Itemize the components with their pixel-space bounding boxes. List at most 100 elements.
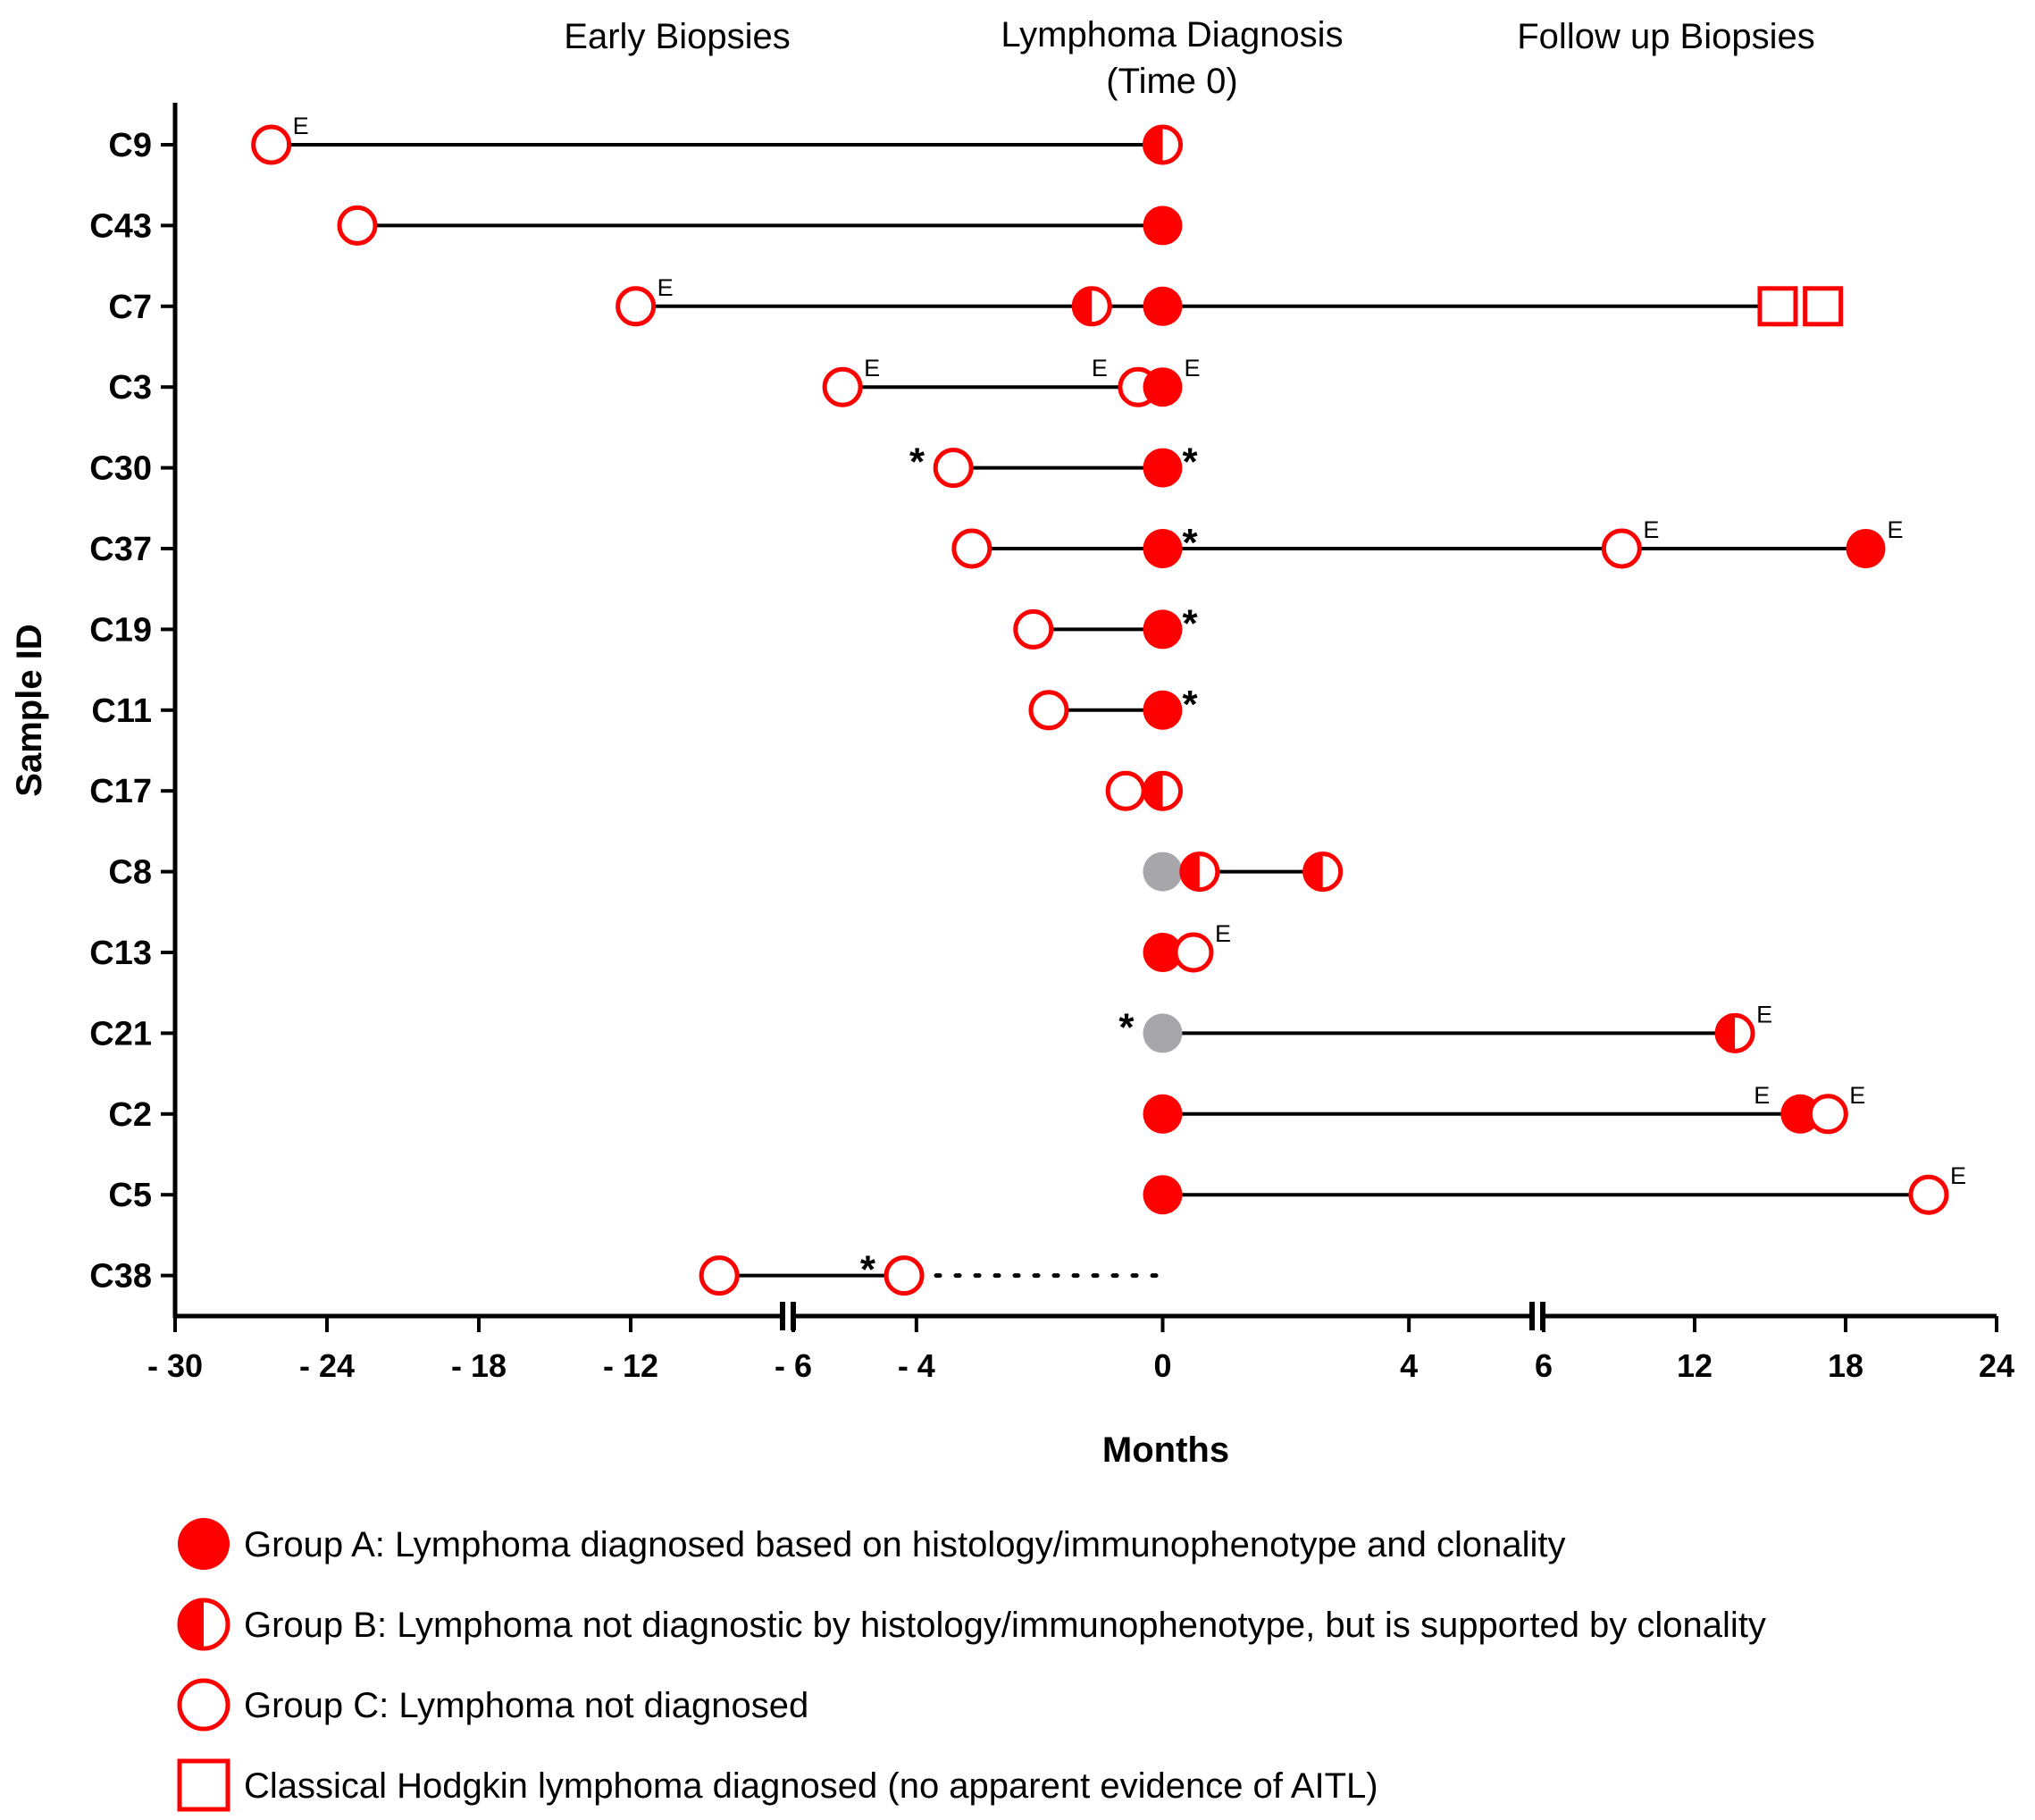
x-tick-label: 18 [1828,1347,1863,1384]
y-tick-label: C37 [89,531,152,568]
asterisk-mark: * [1183,521,1199,565]
biopsy-note: E [1756,1001,1772,1027]
hodgkin-marker [1803,286,1844,327]
group-a-marker [1143,367,1183,407]
asterisk-mark: * [909,440,925,484]
group-c-marker [251,124,292,165]
column-headers: Early Biopsies Lymphoma Diagnosis (Time … [564,15,1814,101]
biopsy-note: E [1888,516,1904,543]
group-a-marker [1143,286,1183,326]
row-c21: * E [1118,1001,1772,1053]
group-b-marker [1071,286,1112,327]
row-c17 [1105,770,1183,811]
group-c-marker [1013,608,1054,650]
y-tick-label: C30 [89,450,152,488]
y-tick-label: C11 [91,692,152,730]
legend-label: Classical Hodgkin lymphoma diagnosed (no… [244,1766,1378,1806]
x-tick-label: 12 [1677,1347,1713,1384]
x-axis-title: Months [1102,1430,1229,1470]
x-tick-label: 0 [1153,1347,1171,1384]
legend-label: Group A: Lymphoma diagnosed based on his… [244,1525,1565,1564]
row-c7: E [616,274,1844,327]
legend-label: Group C: Lymphoma not diagnosed [244,1686,808,1725]
header-time-zero: (Time 0) [1106,62,1237,101]
row-c30: * * [909,440,1199,489]
y-tick-label: C19 [89,611,152,649]
y-tick-label: C21 [89,1015,152,1053]
group-a-marker [1143,690,1183,730]
header-lymphoma-diagnosis: Lymphoma Diagnosis [1001,15,1343,55]
legend-marker-a [178,1518,230,1570]
group-a-marker [1143,205,1183,246]
x-tick-label: - 4 [898,1347,935,1384]
gray-marker [1143,1013,1183,1053]
group-a-marker [1780,1094,1821,1134]
legend-item: Classical Hodgkin lymphoma diagnosed (no… [177,1758,1378,1812]
group-a-marker [1846,529,1886,568]
data-rows: EEE E E* ** E E**E* EE EE* [251,113,1966,1296]
group-c-marker [1908,1174,1949,1215]
legend: Group A: Lymphoma diagnosed based on his… [177,1518,1766,1812]
row-c19: * [1013,601,1199,650]
header-early-biopsies: Early Biopsies [564,17,790,56]
row-c5: E [1143,1162,1966,1215]
asterisk-mark: * [1183,440,1199,484]
group-b-marker [1302,851,1344,893]
group-c-marker [1028,690,1069,731]
group-a-marker [1143,1175,1183,1215]
legend-label: Group B: Lymphoma not diagnostic by hist… [244,1606,1766,1645]
asterisk-mark: * [860,1248,876,1292]
biopsy-note: E [657,274,674,301]
x-tick-label: 24 [1979,1347,2014,1384]
row-c13: E [1143,920,1231,973]
asterisk-mark: * [1183,683,1199,726]
row-c38: * [699,1248,1165,1296]
group-c-marker [1601,528,1642,569]
row-c37: * E E [951,516,1904,569]
biopsy-note: E [293,113,309,139]
group-c-marker [1173,932,1214,973]
biopsy-note: E [1754,1082,1770,1109]
y-tick-label: C43 [89,207,152,245]
row-c8 [1143,851,1344,893]
x-tick-label: - 12 [603,1347,658,1384]
group-a-marker [1143,609,1183,650]
x-tick-label: - 6 [775,1347,812,1384]
biopsy-note: E [1643,516,1659,543]
x-tick-label: - 24 [299,1347,355,1384]
y-tick-label: C9 [108,127,152,164]
biopsy-note: E [864,355,880,382]
group-b-marker [1143,770,1183,811]
group-c-marker [1105,770,1146,811]
biopsy-note: E [1092,355,1108,382]
y-tick-label: C38 [89,1258,152,1296]
biopsy-note: E [1849,1082,1865,1109]
asterisk-mark: * [1118,1005,1135,1049]
y-tick-label: C8 [108,854,152,892]
group-b-marker [1714,1012,1755,1053]
legend-marker-c [177,1678,230,1732]
hodgkin-marker [1757,286,1798,327]
x-tick-label: 6 [1535,1347,1553,1384]
x-tick-label: - 18 [451,1347,507,1384]
y-tick-label: C17 [89,773,152,810]
legend-item: Group A: Lymphoma diagnosed based on his… [178,1518,1565,1570]
y-tick-label: C7 [108,289,152,326]
gray-marker [1143,851,1183,892]
row-c9: E [251,113,1183,165]
group-b-marker [1143,124,1183,165]
group-b-marker [1179,851,1220,893]
legend-marker-b [177,1598,230,1651]
y-tick-label: C5 [108,1177,152,1214]
legend-marker-h [177,1758,230,1812]
group-a-marker [1143,448,1183,488]
biopsy-note: E [1215,920,1231,947]
group-c-marker [337,205,378,246]
x-tick-label: - 30 [147,1347,203,1384]
biopsy-note: E [1950,1162,1966,1189]
y-tick-label: C2 [108,1096,152,1134]
legend-item: Group B: Lymphoma not diagnostic by hist… [177,1598,1766,1651]
group-a-marker [1143,529,1183,568]
